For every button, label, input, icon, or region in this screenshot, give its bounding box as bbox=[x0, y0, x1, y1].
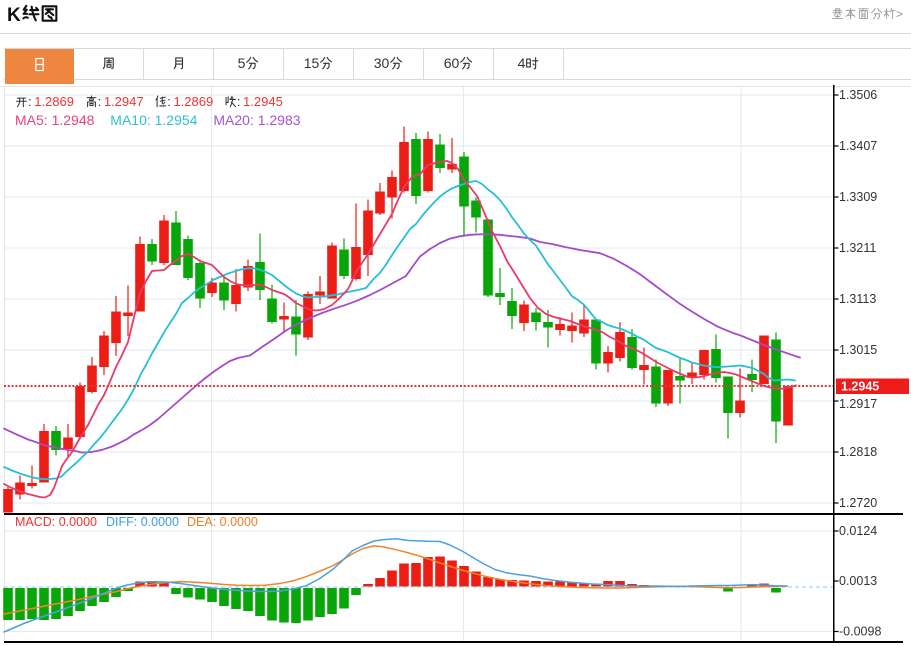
svg-text:1.3113: 1.3113 bbox=[839, 292, 876, 306]
svg-text:1.3015: 1.3015 bbox=[839, 343, 877, 357]
svg-text:DEA: 0.0000: DEA: 0.0000 bbox=[187, 515, 258, 529]
svg-text:1.2917: 1.2917 bbox=[839, 397, 877, 411]
svg-text:1.3506: 1.3506 bbox=[839, 88, 877, 102]
svg-text:0.0013: 0.0013 bbox=[839, 574, 877, 588]
svg-text:MACD: 0.0000: MACD: 0.0000 bbox=[15, 515, 97, 529]
svg-text:1.3211: 1.3211 bbox=[839, 241, 876, 255]
svg-text:0.0124: 0.0124 bbox=[839, 524, 877, 538]
svg-text:1.3407: 1.3407 bbox=[839, 139, 877, 153]
svg-text:1.3309: 1.3309 bbox=[839, 190, 877, 204]
svg-text:1.2945: 1.2945 bbox=[841, 380, 879, 394]
svg-text:1.2818: 1.2818 bbox=[839, 445, 877, 459]
svg-text:1.2720: 1.2720 bbox=[839, 496, 877, 510]
svg-text:DIFF: 0.0000: DIFF: 0.0000 bbox=[106, 515, 179, 529]
svg-text:-0.0098: -0.0098 bbox=[839, 625, 881, 639]
